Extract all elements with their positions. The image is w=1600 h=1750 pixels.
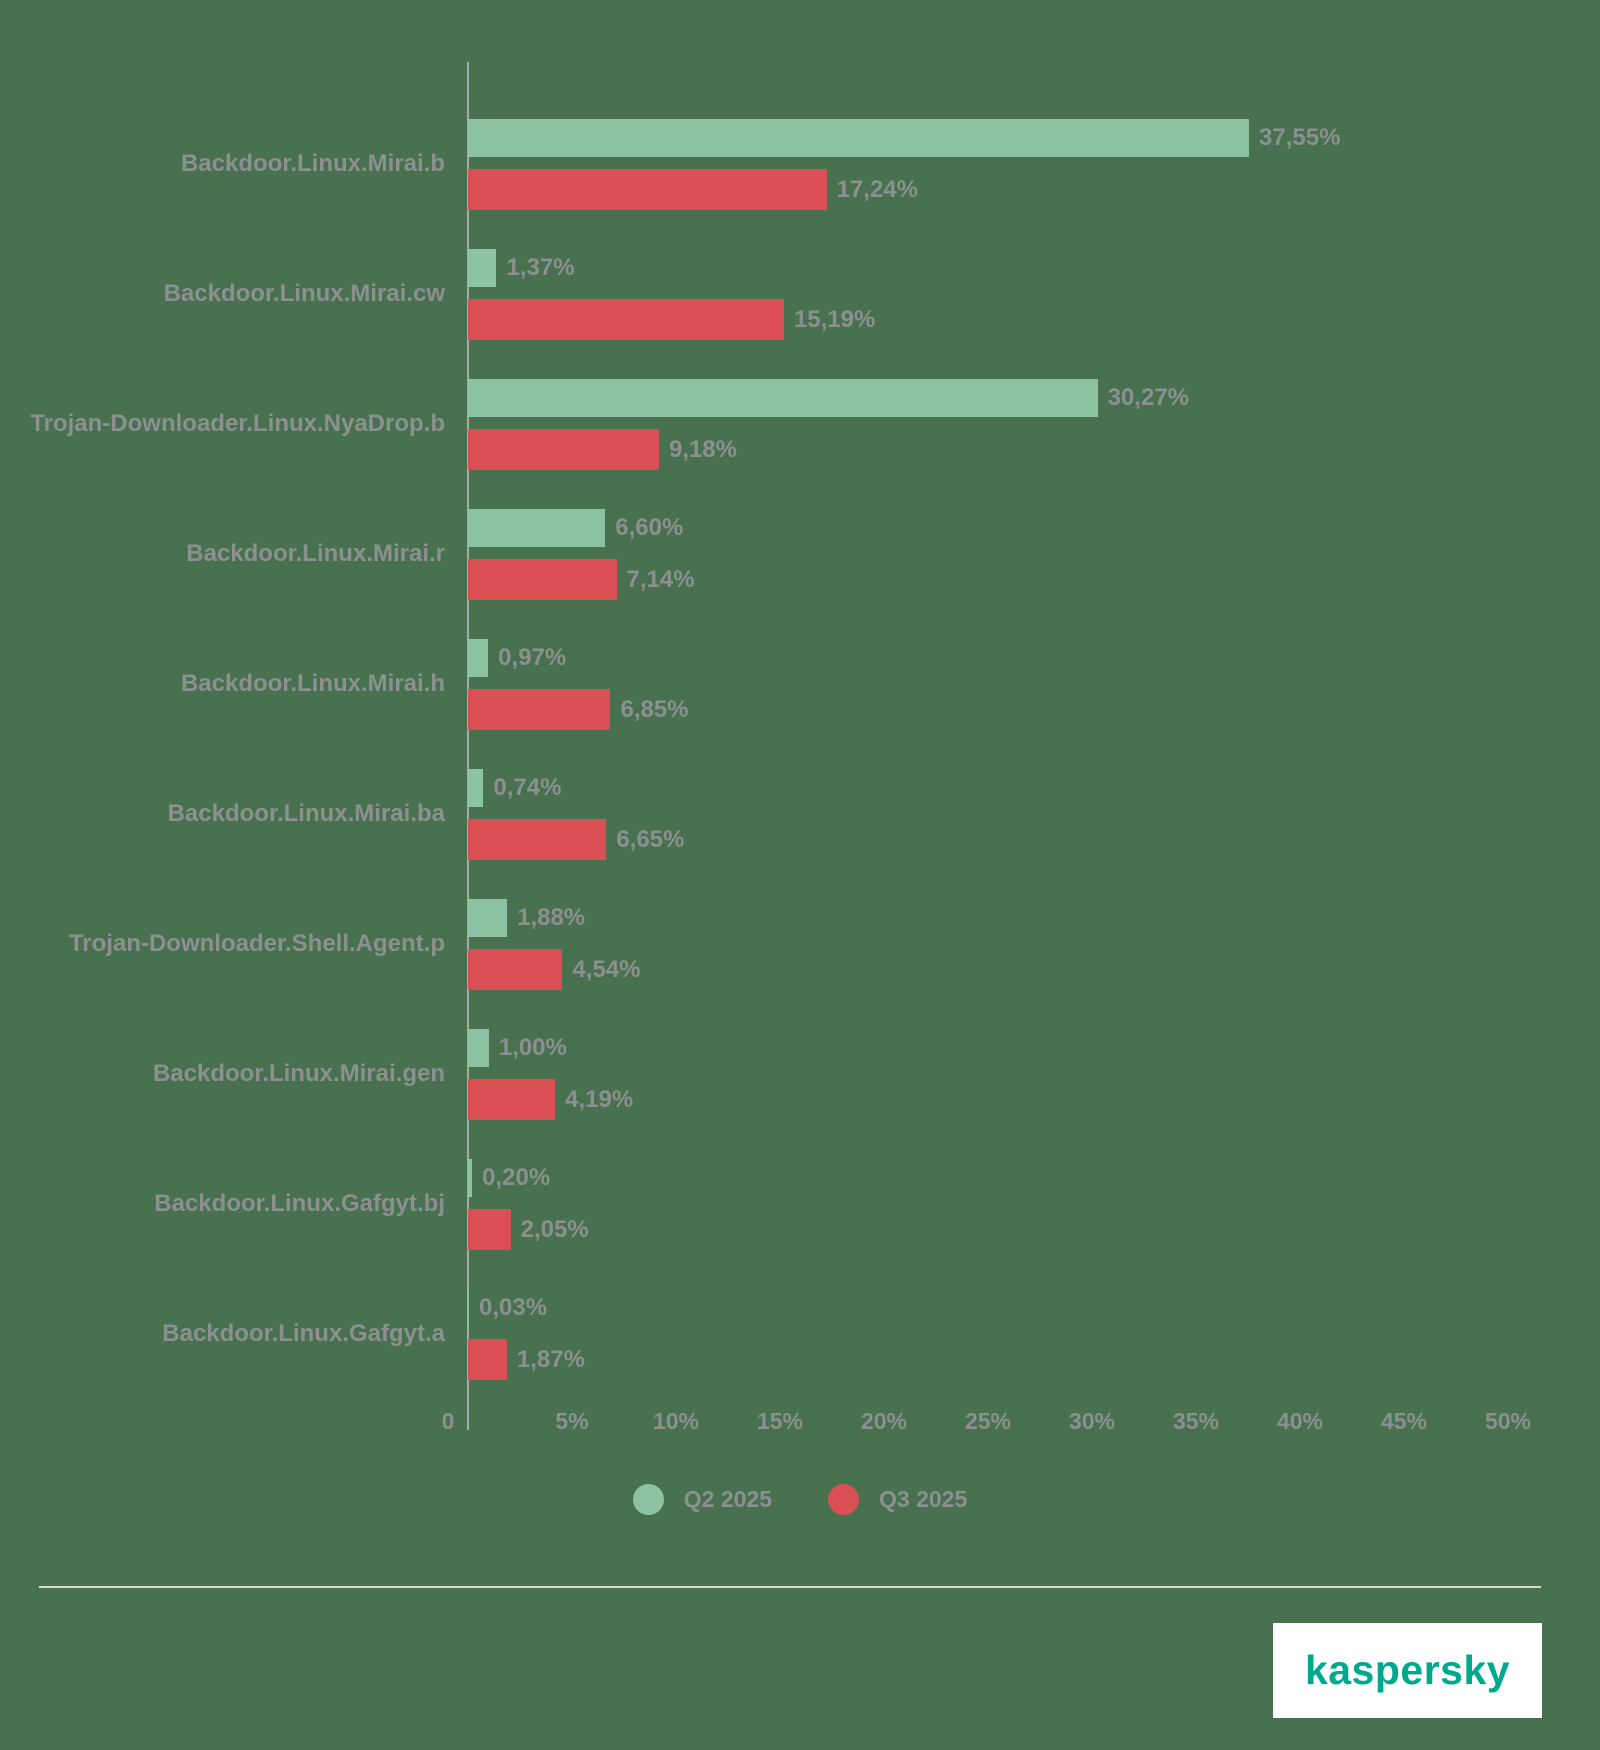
- value-label-q3-2025: 1,87%: [516, 1346, 585, 1373]
- x-tick-label: 30%: [1068, 1408, 1116, 1434]
- legend-q2-label: Q2 2025: [683, 1486, 772, 1512]
- legend-item-q2-2025: Q2 2025: [632, 1484, 772, 1515]
- value-label-q2-2025: 0,74%: [493, 774, 562, 801]
- value-label-q3-2025: 6,85%: [620, 696, 689, 723]
- bar-q3-2025: [468, 689, 611, 730]
- bar-q2-2025: [468, 639, 489, 677]
- value-label-q2-2025: 1,37%: [506, 254, 575, 281]
- value-label-q2-2025: 37,55%: [1259, 124, 1341, 151]
- x-tick-label: 45%: [1380, 1408, 1428, 1434]
- x-tick-label: 40%: [1276, 1408, 1324, 1434]
- bar-q2-2025: [468, 249, 497, 287]
- x-tick-label: 50%: [1484, 1408, 1532, 1434]
- category-label: Backdoor.Linux.Mirai.b: [180, 150, 445, 177]
- category-label: Backdoor.Linux.Mirai.h: [180, 670, 445, 697]
- bar-q2-2025: [468, 899, 508, 937]
- bar-q2-2025: [468, 1289, 469, 1327]
- value-label-q3-2025: 15,19%: [793, 306, 876, 333]
- category-label: Backdoor.Linux.Gafgyt.a: [162, 1320, 445, 1347]
- bar-q3-2025: [468, 1079, 556, 1120]
- bar-q3-2025: [468, 169, 827, 210]
- category-label: Backdoor.Linux.Mirai.ba: [167, 800, 445, 827]
- bar-q3-2025: [468, 429, 659, 470]
- value-label-q3-2025: 7,14%: [626, 566, 695, 593]
- value-label-q2-2025: 1,88%: [517, 904, 586, 931]
- footer-separator-line: [39, 1586, 1541, 1588]
- bar-q3-2025: [468, 299, 784, 340]
- x-tick-label: 15%: [756, 1408, 804, 1434]
- value-label-q3-2025: 2,05%: [520, 1216, 589, 1243]
- value-label-q3-2025: 4,19%: [565, 1086, 634, 1113]
- legend-q3-label: Q3 2025: [879, 1486, 968, 1512]
- bar-q2-2025: [468, 1159, 473, 1197]
- bar-q3-2025: [468, 559, 617, 600]
- x-tick-label: 25%: [964, 1408, 1012, 1434]
- kaspersky-logo: kaspersky: [1273, 1623, 1542, 1718]
- x-tick-label: 5%: [555, 1408, 589, 1434]
- value-label-q2-2025: 30,27%: [1107, 384, 1190, 411]
- x-tick-label: 35%: [1172, 1408, 1220, 1434]
- bar-q3-2025: [468, 949, 563, 990]
- value-label-q2-2025: 0,20%: [482, 1164, 551, 1191]
- value-label-q2-2025: 0,03%: [479, 1294, 548, 1321]
- bar-q2-2025: [468, 509, 606, 547]
- bar-q3-2025: [468, 1339, 507, 1380]
- legend-item-q3-2025: Q3 2025: [828, 1484, 967, 1515]
- bar-q2-2025: [468, 1029, 489, 1067]
- category-label: Backdoor.Linux.Mirai.gen: [152, 1060, 445, 1087]
- category-label: Backdoor.Linux.Gafgyt.bj: [154, 1190, 445, 1217]
- bar-q3-2025: [468, 1209, 511, 1250]
- x-tick-label: 0: [441, 1408, 455, 1434]
- value-label-q3-2025: 9,18%: [668, 436, 737, 463]
- legend: Q2 2025 Q3 2025: [0, 1484, 1600, 1515]
- value-label-q2-2025: 0,97%: [498, 644, 567, 671]
- bar-q2-2025: [468, 119, 1250, 157]
- kaspersky-wordmark: kaspersky: [1304, 1647, 1511, 1693]
- legend-q3-dot-icon: [828, 1484, 859, 1515]
- y-axis-line: [467, 62, 469, 1430]
- value-label-q2-2025: 1,00%: [498, 1034, 567, 1061]
- value-label-q2-2025: 6,60%: [615, 514, 684, 541]
- category-label: Trojan-Downloader.Shell.Agent.p: [68, 930, 445, 957]
- bar-q2-2025: [468, 379, 1098, 417]
- x-tick-label: 20%: [860, 1408, 908, 1434]
- category-label: Backdoor.Linux.Mirai.cw: [163, 280, 445, 307]
- bar-q2-2025: [468, 769, 484, 807]
- category-label: Backdoor.Linux.Mirai.r: [186, 540, 445, 567]
- value-label-q3-2025: 6,65%: [616, 826, 685, 853]
- x-tick-label: 10%: [652, 1408, 700, 1434]
- legend-q2-dot-icon: [632, 1484, 664, 1515]
- category-label: Trojan-Downloader.Linux.NyaDrop.b: [30, 410, 445, 437]
- value-label-q3-2025: 4,54%: [572, 956, 641, 983]
- bar-q3-2025: [468, 819, 607, 860]
- value-label-q3-2025: 17,24%: [836, 176, 918, 203]
